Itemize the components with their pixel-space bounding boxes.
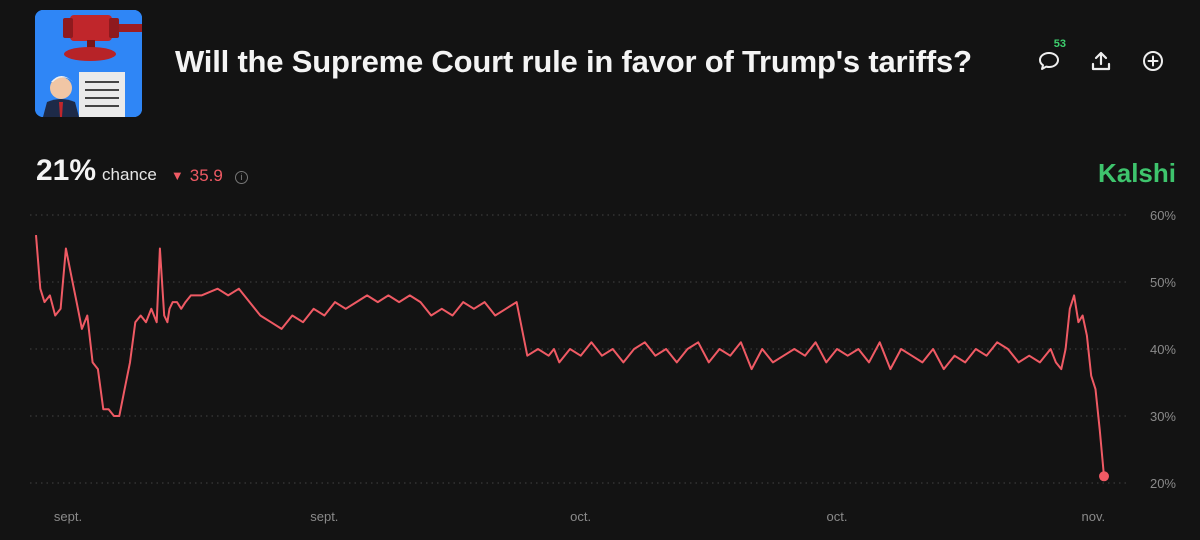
y-tick-label: 40% — [1150, 342, 1176, 357]
add-button[interactable] — [1138, 46, 1168, 76]
x-tick-label: oct. — [826, 509, 847, 524]
share-button[interactable] — [1086, 46, 1116, 76]
probability-delta: ▼ 35.9 — [171, 166, 223, 186]
comment-icon — [1039, 52, 1059, 70]
probability-stats: 21% chance ▼ 35.9 i — [36, 154, 248, 188]
y-tick-label: 60% — [1150, 208, 1176, 223]
y-tick-label: 50% — [1150, 275, 1176, 290]
y-tick-label: 20% — [1150, 476, 1176, 491]
last-point-marker — [1099, 471, 1109, 482]
x-tick-label: sept. — [310, 509, 338, 524]
x-tick-label: sept. — [54, 509, 82, 524]
info-icon[interactable]: i — [234, 171, 248, 184]
market-title: Will the Supreme Court rule in favor of … — [175, 44, 972, 79]
comment-count: 53 — [1053, 38, 1066, 50]
comments-button[interactable]: 53 — [1034, 38, 1066, 76]
series-line — [35, 235, 1105, 477]
kalshi-logo: Kalshi — [1097, 158, 1176, 188]
market-actions: 53 — [1034, 38, 1168, 76]
down-arrow-icon: ▼ — [170, 168, 184, 183]
gavel-image-icon — [35, 10, 142, 117]
chance-label: chance — [102, 165, 157, 184]
share-icon — [1091, 51, 1111, 71]
add-circle-icon — [1143, 51, 1163, 71]
x-tick-label: nov. — [1081, 509, 1105, 524]
market-thumbnail — [35, 10, 142, 117]
probability-value: 21% — [36, 154, 97, 187]
y-tick-label: 30% — [1150, 409, 1176, 424]
x-tick-label: oct. — [570, 509, 591, 524]
delta-value: 35.9 — [189, 165, 223, 185]
